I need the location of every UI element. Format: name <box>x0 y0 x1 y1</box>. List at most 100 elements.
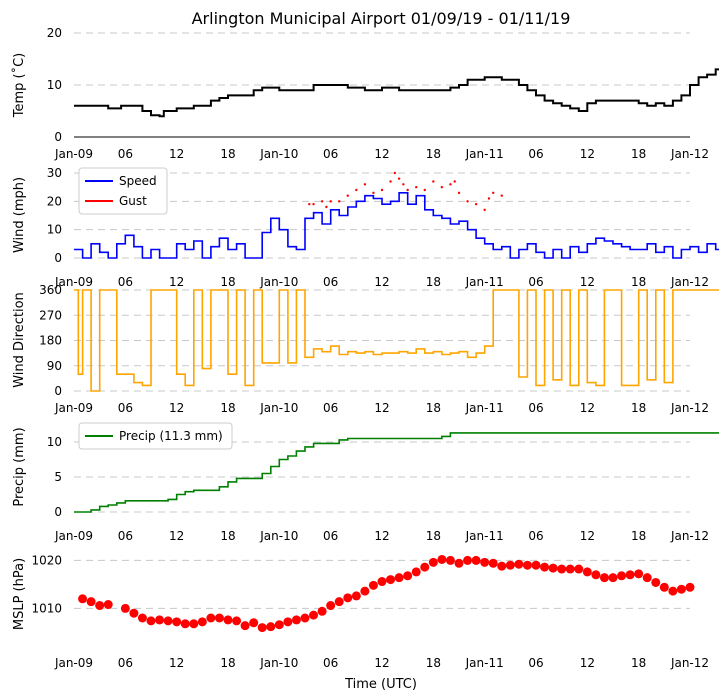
temperature-x-tick-label: 18 <box>220 147 235 161</box>
precipitation-x-tick-label: Jan-09 <box>54 529 93 543</box>
mslp-point <box>548 563 558 573</box>
mslp-point <box>351 591 361 601</box>
wind-speed-y-tick-label: 10 <box>47 223 62 237</box>
wind-speed-x-tick-label: 06 <box>323 275 338 289</box>
mslp-point <box>565 564 575 574</box>
x-axis-label: Time (UTC) <box>344 677 417 692</box>
temperature-x-tick-label: 12 <box>169 147 184 161</box>
gust-point <box>372 191 375 195</box>
mslp-point <box>214 613 224 623</box>
pressure-x-tick-label: 18 <box>631 656 646 670</box>
mslp-point <box>685 582 695 592</box>
pressure-y-axis-label: MSLP (hPa) <box>12 558 27 630</box>
mslp-point <box>411 567 421 577</box>
wind-direction-x-tick-label: 06 <box>323 401 338 415</box>
mslp-point <box>291 615 301 625</box>
wind-speed-panel: 0 10 20 30 Jan-09 06 12 18 Jan-10 06 12 18 Jan-11 06 1… <box>12 166 719 289</box>
gust-point <box>320 200 324 203</box>
mslp-point <box>360 586 370 596</box>
mslp-point <box>155 615 165 625</box>
mslp-point <box>78 594 88 604</box>
mslp-point <box>403 571 413 581</box>
mslp-point <box>531 560 541 570</box>
wind-speed-legend-label: Gust <box>119 194 147 208</box>
mslp-point <box>232 616 242 626</box>
wind-speed-x-tick-label: Jan-10 <box>259 275 298 289</box>
gust-point <box>423 188 426 192</box>
precipitation-x-tick-label: 12 <box>374 529 389 543</box>
temperature-y-tick-label: 0 <box>54 130 62 144</box>
wind-direction-x-tick-label: 06 <box>528 401 543 415</box>
wind-direction-y-axis-label: Wind Direction <box>12 292 27 388</box>
temperature-y-tick-label: 10 <box>47 78 62 92</box>
wind-speed-x-tick-label: Jan-09 <box>54 275 93 289</box>
wind-speed-x-tick-label: Jan-11 <box>465 275 504 289</box>
mslp-point <box>197 617 207 627</box>
precipitation-y-axis-label: Precip (mm) <box>12 427 27 506</box>
wind-speed-legend-box <box>78 167 168 215</box>
wind-speed-x-tick-label: 12 <box>169 275 184 289</box>
pressure-y-tick-label: 1010 <box>31 601 62 615</box>
gust-point <box>402 183 405 186</box>
wind-direction-x-tick-label: 12 <box>169 401 184 415</box>
precipitation-x-tick-label: 18 <box>631 529 646 543</box>
wind-direction-x-tick-label: 18 <box>631 401 646 415</box>
wind-speed-x-tick-label: 12 <box>580 275 595 289</box>
pressure-y-tick-label: 1020 <box>31 553 62 567</box>
wind-speed-x-tick-label: 06 <box>528 275 543 289</box>
mslp-point <box>223 615 233 625</box>
mslp-point <box>480 557 490 567</box>
gust-point <box>500 194 503 197</box>
mslp-point <box>334 597 344 607</box>
mslp-point <box>189 619 199 629</box>
gust-point <box>389 180 392 183</box>
wind-direction-x-tick-label: Jan-12 <box>670 401 709 415</box>
temperature-x-tick-label: Jan-10 <box>259 147 298 161</box>
mslp-point <box>137 613 147 623</box>
temperature-x-tick-label: 18 <box>426 147 441 161</box>
pressure-x-tick-label: 12 <box>374 656 389 670</box>
gust-point <box>308 202 311 206</box>
pressure-x-tick-label: 06 <box>323 656 338 670</box>
mslp-point <box>540 562 550 572</box>
gust-point <box>329 200 332 203</box>
mslp-point <box>343 593 353 603</box>
mslp-point <box>95 601 105 611</box>
wind-speed-x-tick-label: 18 <box>631 275 646 289</box>
precipitation-x-tick-label: 12 <box>580 529 595 543</box>
mslp-point <box>428 557 438 567</box>
figure-title: Arlington Municipal Airport 01/09/19 - 0… <box>192 9 571 28</box>
mslp-point <box>445 555 455 565</box>
mslp-point <box>676 584 686 594</box>
wind-direction-x-tick-label: 12 <box>580 401 595 415</box>
wind-speed-legend-label: Speed <box>119 174 157 188</box>
temperature-x-tick-label: 06 <box>118 147 133 161</box>
wind-speed-y-tick-label: 30 <box>47 166 62 180</box>
temperature-x-tick-label: 06 <box>528 147 543 161</box>
mslp-point <box>514 559 524 569</box>
pressure-x-tick-label: 12 <box>169 656 184 670</box>
precipitation-x-tick-label: 06 <box>528 529 543 543</box>
mslp-point <box>522 560 532 570</box>
mslp-point <box>634 569 644 579</box>
mslp-point <box>368 580 378 590</box>
gust-point <box>397 177 401 180</box>
mslp-point <box>557 564 567 574</box>
mslp-point <box>180 619 190 629</box>
gust-point <box>406 188 409 192</box>
wind-direction-y-tick-label: 0 <box>54 384 62 398</box>
mslp-point <box>103 600 113 610</box>
precipitation-legend-label: Precip (11.3 mm) <box>119 429 223 443</box>
precipitation-y-tick-label: 0 <box>54 505 62 519</box>
mslp-point <box>266 622 276 632</box>
gust-point <box>474 202 478 206</box>
wind-direction-panel: 0 90 180 270 360 Jan-09 06 12 18 Jan-10 06 12 18 Jan-… <box>12 283 719 415</box>
temperature-panel: 0 10 20 Jan-09 06 12 18 Jan-10 06 12 18 Jan-11 06 12 1… <box>11 26 719 161</box>
wind-direction-x-tick-label: 18 <box>220 401 235 415</box>
wind-direction-y-tick-label: 90 <box>47 359 62 373</box>
mslp-point <box>377 577 387 587</box>
temperature-x-tick-label: 18 <box>631 147 646 161</box>
wind-speed-x-tick-label: 12 <box>374 275 389 289</box>
mslp-point <box>668 586 678 596</box>
